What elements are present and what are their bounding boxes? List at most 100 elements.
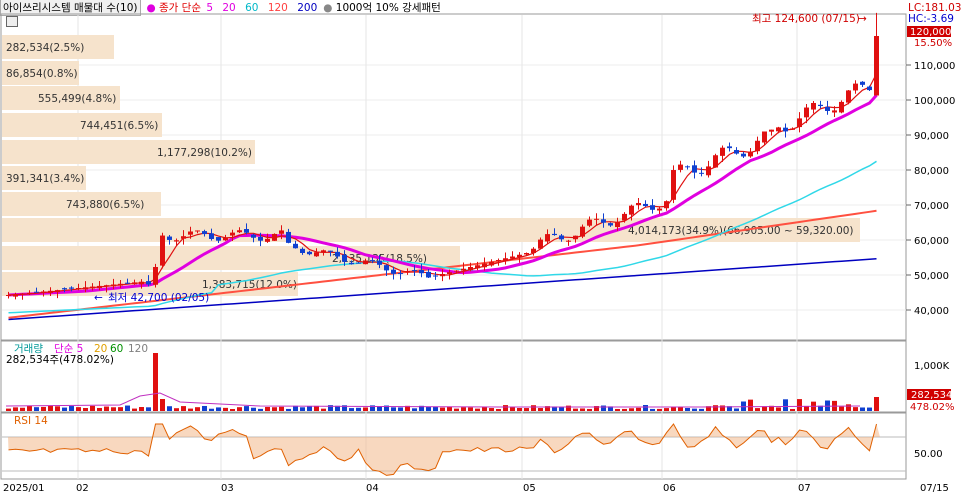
candle-body [27, 292, 32, 294]
candle-body [818, 104, 823, 107]
candle-body [377, 260, 382, 265]
price-axis-label: 90,000 [914, 131, 949, 142]
candle-body [601, 219, 606, 223]
candle-body [20, 293, 25, 295]
volume-bar [867, 407, 872, 411]
volume-bar [496, 408, 501, 411]
candle-body [482, 263, 487, 268]
volume-bar [594, 406, 599, 411]
ma-200: 200 [297, 2, 318, 14]
volume-bar [272, 407, 277, 411]
candle-body [195, 230, 200, 232]
candle-body [300, 248, 305, 253]
candle-body [349, 262, 354, 265]
candle-body [76, 288, 81, 289]
volume-bar [125, 405, 130, 411]
candle-body [391, 269, 396, 274]
low-annotation: 최저 42,700 (02/05) [108, 292, 209, 304]
candle-body [790, 128, 795, 130]
ma-120: 120 [267, 2, 288, 14]
volume-bar [363, 407, 368, 411]
candle-body [657, 208, 662, 211]
candle-body [489, 261, 494, 266]
volume-bar [559, 407, 564, 411]
candle-body [223, 237, 228, 241]
period-badge[interactable]: 아이쓰리시스템 매물대 수(10) [0, 0, 141, 16]
volume-bar [475, 408, 480, 411]
volume-bar [258, 408, 263, 411]
volume-bar [188, 408, 193, 411]
rsi-axis-label: 50.00 [914, 449, 943, 460]
volume-bar [328, 405, 333, 411]
ma-dot-icon: ● [146, 2, 156, 14]
volume-bar [510, 406, 515, 411]
volume-profile-label: 555,499(4.8%) [38, 93, 116, 105]
volume-bar [342, 405, 347, 411]
volume-bar [573, 408, 578, 411]
volume-bar [454, 408, 459, 411]
volume-bar [13, 407, 18, 411]
volume-bar [300, 407, 305, 411]
volume-bar [692, 408, 697, 411]
volume-bar [797, 399, 802, 411]
volume-bar [538, 408, 543, 411]
candle-body [496, 260, 501, 262]
volume-bar [440, 407, 445, 411]
volume-profile-label: 744,451(6.5%) [80, 120, 158, 132]
volume-bar [251, 407, 256, 411]
candle-body [335, 251, 340, 257]
volume-bar [391, 407, 396, 411]
candle-body [174, 240, 179, 242]
volume-bar [195, 407, 200, 411]
x-axis-label: 02 [76, 483, 89, 494]
price-axis-label: 80,000 [914, 166, 949, 177]
price-axis-label: 100,000 [914, 96, 955, 107]
volume-bar [650, 408, 655, 411]
volume-bar [643, 405, 648, 411]
volume-bar [83, 407, 88, 411]
volume-bar [398, 407, 403, 411]
candle-body [650, 205, 655, 210]
price-tag-box [907, 26, 951, 37]
ma-legend[interactable]: ● 종가 단순 5 20 60 120 200 [147, 0, 318, 15]
volume-bar [657, 408, 662, 411]
volume-bar [209, 408, 214, 411]
candle-body [643, 203, 648, 207]
volume-bar [489, 408, 494, 411]
volume-bar [265, 407, 270, 411]
candle-body [769, 129, 774, 132]
candle-body [692, 165, 697, 173]
candle-body [699, 172, 704, 174]
candle-body [13, 294, 18, 297]
pattern-legend[interactable]: ● 1000억 10% 강세패턴 [323, 0, 441, 15]
candle-body [265, 238, 270, 242]
price-axis-label: 60,000 [914, 236, 949, 247]
volume-bar [622, 408, 627, 411]
volume-bar [349, 408, 354, 411]
volume-bar [482, 406, 487, 411]
pct-tag: 15.50% [914, 38, 952, 49]
volume-bar [860, 407, 865, 411]
volume-bar [699, 408, 704, 411]
volume-bar [307, 406, 312, 411]
volume-bar [685, 407, 690, 411]
grid-toggle-icon[interactable] [6, 16, 18, 27]
volume-bar [580, 408, 585, 411]
volume-bar [55, 406, 60, 411]
volume-bar [524, 408, 529, 411]
ma-60-line [8, 160, 877, 314]
volume-bar [132, 408, 137, 411]
volume-bar [846, 404, 851, 411]
volume-bar [468, 407, 473, 411]
volume-bar [293, 405, 298, 411]
high-arrow-icon: → [858, 13, 867, 25]
candle-body [307, 251, 312, 255]
volume-bar [531, 405, 536, 411]
volume-bar [769, 405, 774, 411]
candle-body [552, 233, 557, 236]
candle-body [713, 155, 718, 168]
candle-body [258, 236, 263, 241]
volume-bar [405, 405, 410, 411]
candle-body [559, 235, 564, 240]
candle-body [573, 235, 578, 240]
